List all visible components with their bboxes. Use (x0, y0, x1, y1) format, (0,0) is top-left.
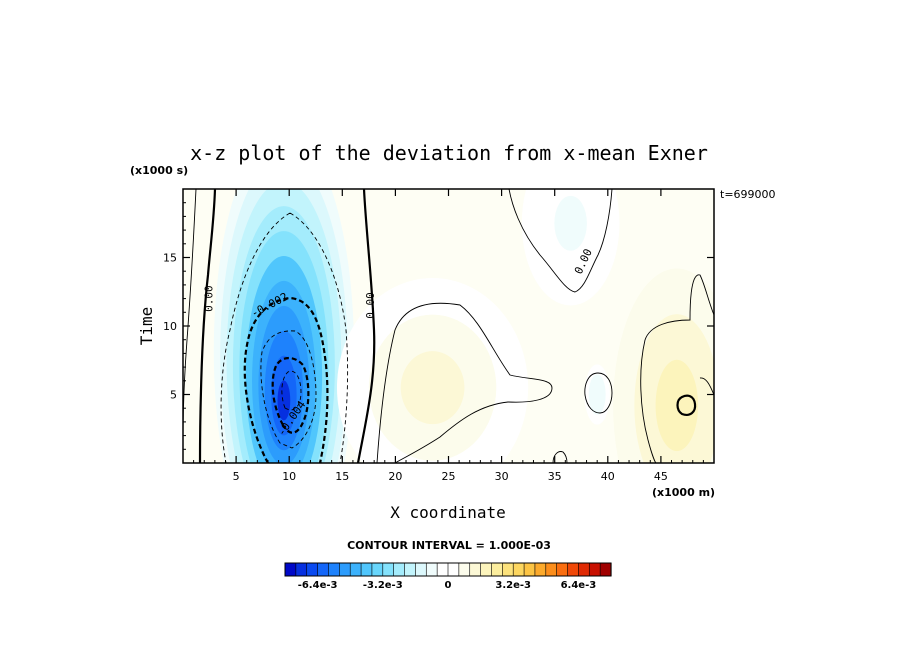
colorbar-swatch (349, 562, 362, 577)
colorbar-tick-label: 6.4e-3 (561, 580, 597, 591)
contour-lines (183, 189, 714, 463)
colorbar-swatch (425, 562, 438, 577)
colorbar-swatch (534, 562, 547, 577)
x-tick-label: 30 (495, 470, 509, 483)
colorbar-frame (284, 562, 612, 577)
contour-label: 0.00 (364, 292, 377, 319)
x-tick-label: 10 (282, 470, 296, 483)
x-unit-label: (x1000 m) (652, 486, 715, 499)
colorbar-swatch (339, 562, 351, 577)
x-axis: 5 10 15 20 25 30 35 40 45 (193, 189, 704, 483)
colorbar-swatch (317, 562, 330, 577)
x-tick-label: 40 (601, 470, 615, 483)
colorbar-swatch (360, 562, 373, 577)
colorbar-swatch (599, 562, 612, 577)
colorbar-swatch (382, 562, 395, 577)
field-level-positive-max-left (400, 351, 465, 425)
time-label: t=699000 (720, 188, 776, 201)
contour-0001-right (640, 274, 714, 463)
contour-zero-cell (584, 372, 613, 414)
colorbar-tick-label: -6.4e-3 (298, 580, 338, 591)
contour-interval-label: CONTOUR INTERVAL = 1.000E-03 (347, 539, 551, 552)
colorbar-swatch (588, 562, 601, 577)
y-unit-label: (x1000 s) (130, 164, 188, 177)
contour-zero-left (198, 189, 217, 463)
field-level-negative-top-right (554, 195, 587, 251)
colorbar: -6.4e-3 -3.2e-3 0 3.2e-3 6.4e-3 (284, 562, 612, 591)
x-axis-label: X coordinate (390, 503, 506, 522)
colorbar-tick-label: 3.2e-3 (495, 580, 531, 591)
contour-zero-topright (508, 189, 613, 293)
y-tick-label: 5 (170, 389, 177, 402)
y-tick-label: 10 (163, 320, 177, 333)
field-level-negative-cell (592, 384, 602, 405)
colorbar-swatch (306, 562, 319, 577)
x-tick-label: 20 (388, 470, 402, 483)
colorbar-swatch (436, 562, 449, 577)
colorbar-swatch (415, 562, 427, 577)
colorbar-swatch (295, 562, 308, 577)
contour-minus002 (243, 296, 329, 463)
contour-0002-right (676, 394, 697, 416)
colorbar-swatch (502, 562, 514, 577)
colorbar-swatch (393, 562, 406, 577)
colorbar-tick-label: -3.2e-3 (363, 580, 403, 591)
chart-title: x-z plot of the deviation from x-mean Ex… (190, 141, 708, 165)
colorbar-swatch (404, 562, 416, 577)
colorbar-swatch (512, 562, 525, 577)
contour-0001-topright (699, 377, 714, 396)
colorbar-swatch (458, 562, 471, 577)
colorbar-swatch (523, 562, 536, 577)
contour-minus004 (271, 356, 310, 434)
contour-label: 0.00 (203, 285, 216, 312)
colorbar-tick-label: 0 (445, 580, 452, 591)
colorbar-swatch (328, 562, 340, 577)
colorbar-swatch (567, 562, 579, 577)
colorbar-swatch (469, 562, 482, 577)
colorbar-swatch (284, 562, 297, 577)
y-axis: 5 10 15 (163, 202, 714, 450)
contour-minus003 (260, 330, 317, 449)
y-tick-label: 15 (163, 252, 177, 265)
colorbar-swatch (556, 562, 569, 577)
x-tick-label: 5 (233, 470, 240, 483)
y-axis-label: Time (137, 307, 156, 346)
colorbar-swatch (447, 562, 460, 577)
contour-minus001 (220, 212, 349, 463)
colorbar-swatch (491, 562, 503, 577)
x-tick-label: 35 (548, 470, 562, 483)
x-tick-label: 45 (654, 470, 668, 483)
field-shading (183, 189, 714, 463)
colorbar-swatch (371, 562, 384, 577)
colorbar-swatch (545, 562, 558, 577)
colorbar-swatch (578, 562, 590, 577)
contour-0001-mid (376, 302, 553, 463)
contour-zero-mid (356, 189, 376, 463)
x-tick-label: 15 (335, 470, 349, 483)
x-tick-label: 25 (442, 470, 456, 483)
colorbar-swatch (480, 562, 493, 577)
field-level-negative-min (277, 380, 291, 421)
